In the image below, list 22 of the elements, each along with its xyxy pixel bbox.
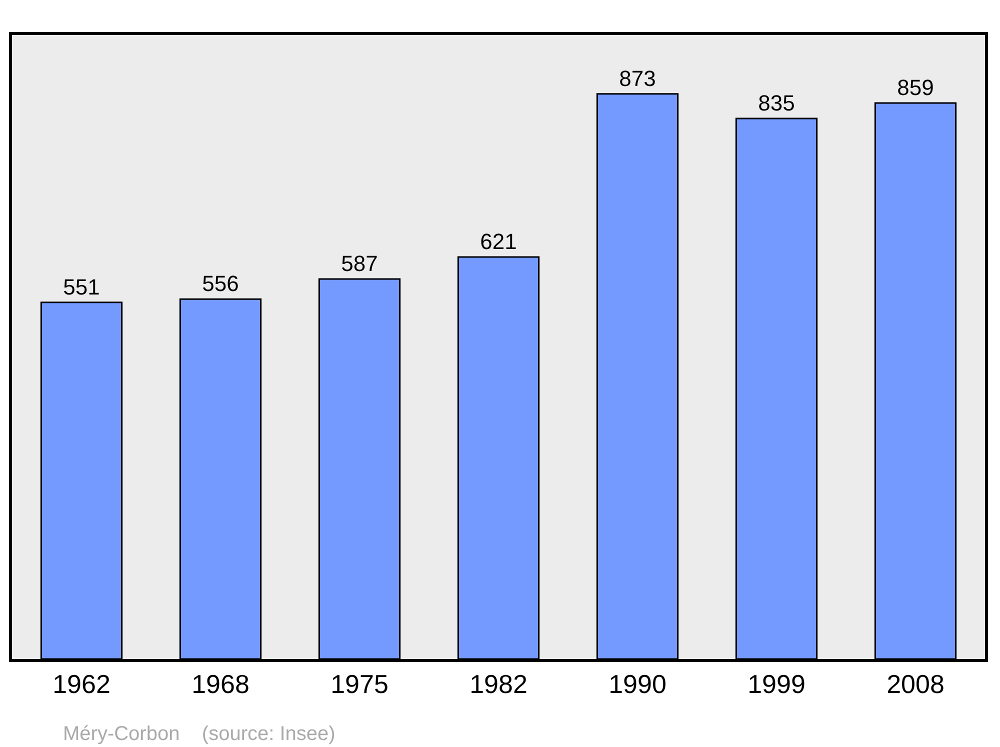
- data-label: 859: [897, 74, 934, 100]
- bar: [179, 298, 262, 659]
- data-label: 835: [758, 90, 795, 116]
- bar: [874, 102, 957, 659]
- x-tick-label: 2008: [886, 668, 944, 699]
- data-label: 873: [619, 66, 656, 91]
- x-tick-label: 1982: [470, 668, 528, 699]
- x-tick-label: 1975: [330, 668, 388, 699]
- bar: [40, 302, 123, 659]
- data-label: 621: [480, 229, 517, 254]
- bar: [735, 118, 818, 659]
- bar: [457, 256, 540, 659]
- x-tick-label: 1999: [748, 668, 806, 699]
- x-tick-label: 1962: [52, 668, 110, 699]
- bar: [318, 278, 401, 659]
- data-label: 556: [202, 271, 239, 296]
- data-label: 551: [63, 274, 100, 300]
- bar: [596, 93, 679, 659]
- text: Méry-Corbon (source: Insee): [63, 723, 336, 745]
- x-tick-label: 1990: [608, 668, 666, 699]
- data-label: 587: [341, 251, 378, 276]
- x-tick-label: 1968: [192, 668, 250, 699]
